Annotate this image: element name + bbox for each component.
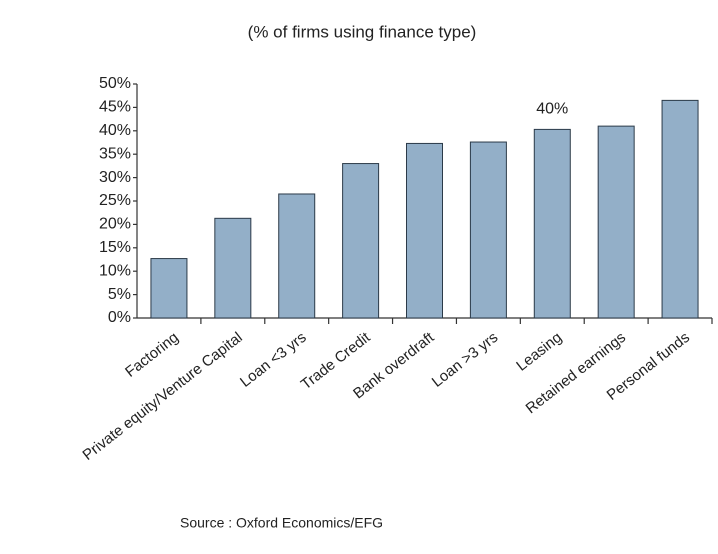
bar	[406, 142, 443, 319]
y-tick-label: 30%	[99, 169, 131, 186]
source-note: Source : Oxford Economics/EFG	[180, 515, 383, 531]
y-tick-label: 10%	[99, 262, 131, 279]
bar	[597, 125, 635, 319]
y-tick-label: 35%	[99, 145, 131, 162]
y-tick-label: 15%	[99, 239, 131, 256]
bar	[214, 217, 252, 319]
bar	[533, 128, 571, 319]
bar	[661, 99, 699, 319]
y-tick-label: 0%	[108, 309, 131, 326]
bar	[278, 193, 316, 319]
y-tick-label: 45%	[99, 99, 131, 116]
x-tick-label: Factoring	[122, 329, 182, 381]
x-tick-label: Loan >3 yrs	[429, 329, 502, 391]
y-tick-label: 25%	[99, 192, 131, 209]
y-tick-label: 5%	[108, 286, 131, 303]
bar	[469, 141, 507, 319]
bar	[150, 258, 188, 319]
y-tick-label: 20%	[99, 216, 131, 233]
x-tick-label: Leasing	[513, 329, 565, 375]
data-label: 40%	[536, 101, 568, 118]
bar	[342, 163, 380, 319]
chart-title: (% of firms using finance type)	[248, 22, 477, 41]
y-tick-label: 40%	[99, 122, 131, 139]
y-tick-label: 50%	[99, 75, 131, 92]
